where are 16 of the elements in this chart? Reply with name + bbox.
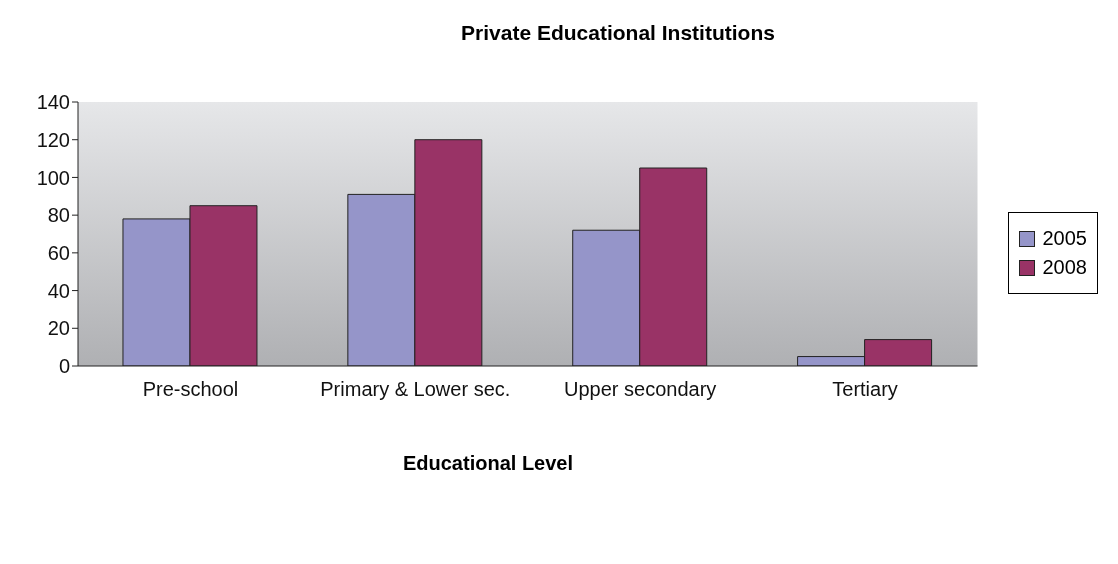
- y-tick-label: 120: [36, 128, 70, 151]
- y-tick-label: 0: [58, 355, 70, 378]
- legend-label: 2005: [1042, 227, 1087, 250]
- y-tick-label: 80: [47, 204, 70, 227]
- x-axis-title: Educational Level: [401, 452, 575, 475]
- legend-label: 2008: [1042, 256, 1087, 279]
- y-tick-label: 100: [36, 166, 70, 189]
- x-tick-label: Pre-school: [142, 378, 239, 401]
- y-tick-label: 20: [47, 317, 70, 340]
- x-tick-label: Tertiary: [832, 378, 898, 401]
- x-tick-label: Upper secondary: [564, 378, 717, 401]
- y-tick-label: 60: [47, 241, 70, 264]
- y-tick-label: 40: [47, 279, 70, 302]
- y-tick-label: 140: [36, 91, 70, 114]
- chart-title: Private Educational Institutions: [460, 20, 776, 46]
- x-tick-label: Primary & Lower sec.: [320, 378, 511, 401]
